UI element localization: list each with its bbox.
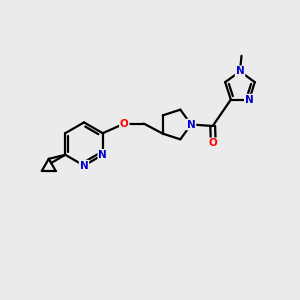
Text: N: N	[245, 94, 254, 105]
Text: N: N	[187, 119, 196, 130]
Text: N: N	[80, 160, 88, 171]
Text: N: N	[236, 66, 244, 76]
Text: O: O	[209, 138, 218, 148]
Text: N: N	[98, 150, 107, 160]
Text: O: O	[120, 118, 129, 129]
